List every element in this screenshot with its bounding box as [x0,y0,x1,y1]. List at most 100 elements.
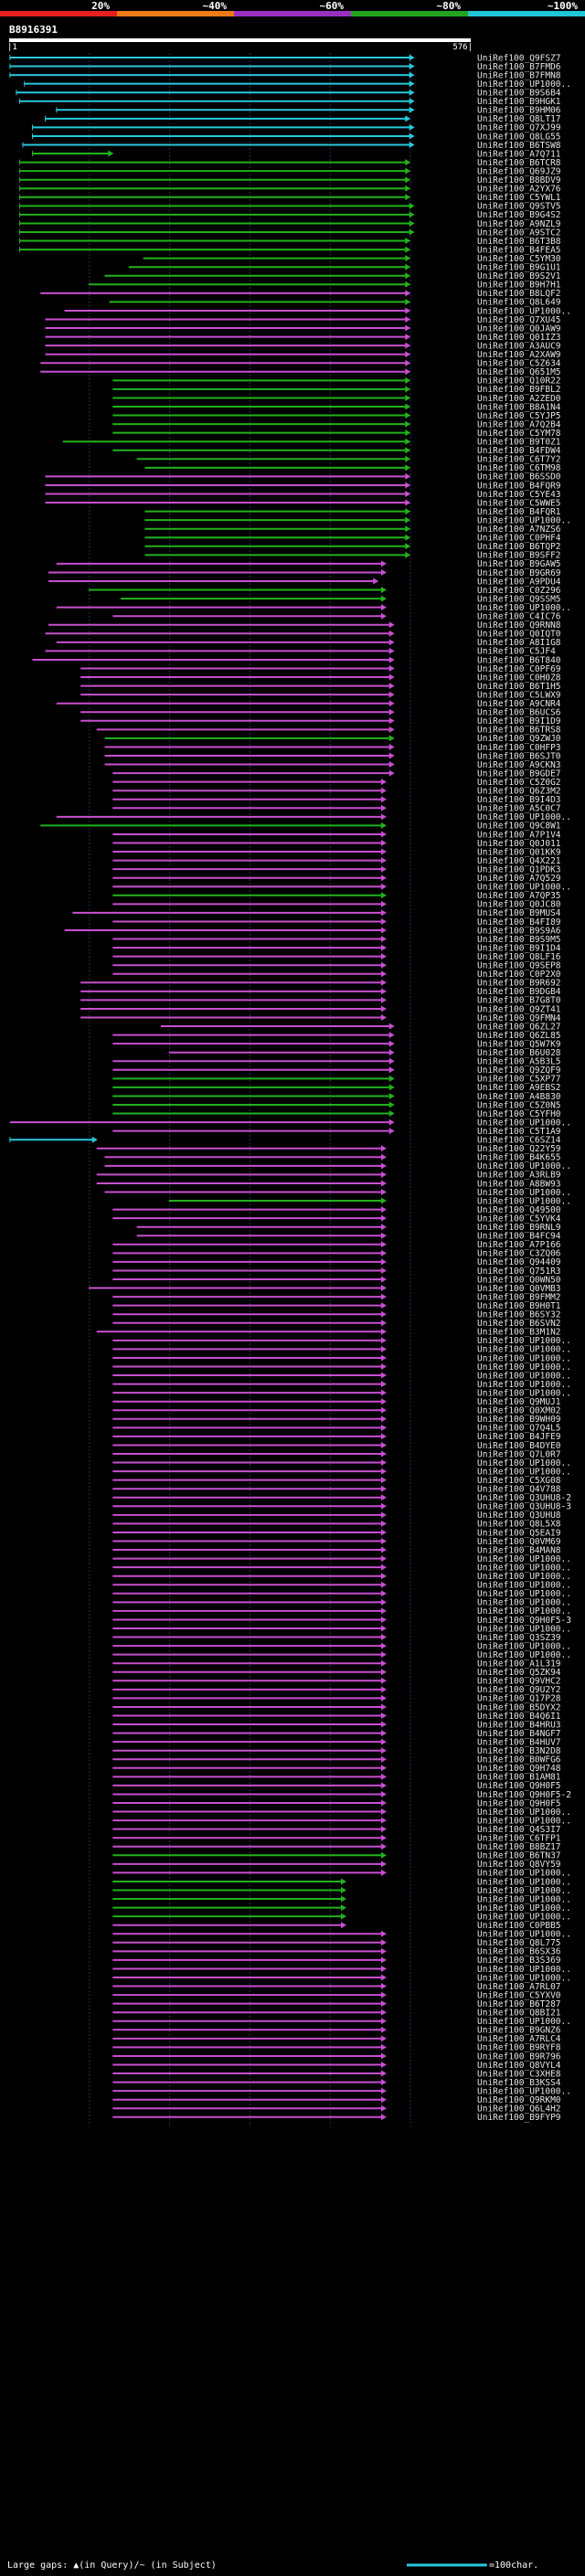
hit-row[interactable]: UniRef100_B6UCS6 [80,708,561,718]
hit-row[interactable]: UniRef100_B9GNZ6 [112,2026,561,2036]
hit-row[interactable]: UniRef100_Q8LG55 [31,132,561,142]
hit-label[interactable]: UniRef100_C0HFP3 [477,743,561,753]
hit-row[interactable]: UniRef100_A9STC2 [18,228,561,238]
hit-row[interactable]: UniRef100_UP1000.. [112,1973,571,1983]
hit-label[interactable]: UniRef100_Q0J011 [477,839,561,849]
hit-label[interactable]: UniRef100_C4IC76 [477,612,561,622]
hit-label[interactable]: UniRef100_UP1000.. [477,1641,571,1651]
hit-row[interactable]: UniRef100_B9DGB4 [80,987,561,997]
hit-row[interactable]: UniRef100_A7RL07 [112,1982,561,1992]
hit-row[interactable]: UniRef100_B4K655 [104,1153,561,1163]
hit-row[interactable]: UniRef100_Q3UHU8 [112,1511,561,1521]
hit-label[interactable]: UniRef100_UP1000.. [477,1869,571,1879]
hit-label[interactable]: UniRef100_B9T0Z1 [477,438,561,448]
hit-label[interactable]: UniRef100_C0PBB5 [477,1921,561,1931]
hit-label[interactable]: UniRef100_UP1000.. [477,1624,571,1634]
hit-label[interactable]: UniRef100_UP1000.. [477,1388,571,1398]
hit-row[interactable]: UniRef100_A9NZL9 [18,219,561,229]
hit-label[interactable]: UniRef100_Q9FSZ7 [477,53,561,63]
hit-label[interactable]: UniRef100_C6TFP1 [477,1834,561,1844]
hit-row[interactable]: UniRef100_Q6ZL85 [112,1031,561,1041]
hit-label[interactable]: UniRef100_C5YJP5 [477,411,561,421]
hit-label[interactable]: UniRef100_C5YXV0 [477,1990,561,2000]
hit-row[interactable]: UniRef100_UP1000.. [112,1894,571,1904]
hit-row[interactable]: UniRef100_Q22Y59 [96,1144,561,1154]
hit-label[interactable]: UniRef100_B4FI89 [477,917,561,928]
hit-label[interactable]: UniRef100_B3N2D8 [477,1746,561,1756]
hit-label[interactable]: UniRef100_UP1000.. [477,812,571,822]
hit-label[interactable]: UniRef100_B6U028 [477,1048,561,1058]
hit-row[interactable]: UniRef100_C5YFH0 [112,1109,561,1119]
hit-label[interactable]: UniRef100_Q9SEP8 [477,961,561,971]
hit-row[interactable]: UniRef100_A7NZS6 [144,525,561,535]
hit-row[interactable]: UniRef100_B9I1D4 [112,943,561,953]
hit-label[interactable]: UniRef100_C5XG08 [477,1476,561,1486]
hit-row[interactable]: UniRef100_Q0VMB3 [88,1284,561,1294]
hit-row[interactable]: UniRef100_B4NGF7 [112,1729,561,1739]
hit-row[interactable]: UniRef100_UP1000.. [64,306,571,316]
hit-row[interactable]: UniRef100_B6SX36 [112,1947,561,1957]
hit-label[interactable]: UniRef100_B8LQF2 [477,289,561,299]
hit-row[interactable]: UniRef100_B9S6B4 [16,89,561,99]
hit-row[interactable]: UniRef100_B9I4D3 [112,795,561,805]
hit-row[interactable]: UniRef100_B9HM06 [56,106,561,116]
hit-row[interactable]: UniRef100_A8I1G8 [56,638,561,648]
hit-label[interactable]: UniRef100_UP1000.. [477,1563,571,1573]
hit-label[interactable]: UniRef100_C5T1A9 [477,1127,561,1137]
hit-label[interactable]: UniRef100_C5YM30 [477,254,561,264]
hit-row[interactable]: UniRef100_Q10R22 [112,376,561,387]
hit-row[interactable]: UniRef100_B4HUV7 [112,1737,561,1747]
hit-row[interactable]: UniRef100_B1AM81 [112,1773,561,1783]
hit-row[interactable]: UniRef100_B9I1D9 [80,716,561,726]
hit-label[interactable]: UniRef100_A4B830 [477,1092,561,1102]
hit-row[interactable]: UniRef100_C5JF4 [45,647,557,657]
hit-row[interactable]: UniRef100_B6SJT0 [104,751,561,761]
hit-row[interactable]: UniRef100_B7FMD6 [9,62,561,72]
hit-row[interactable]: UniRef100_A9PDU4 [48,577,561,587]
hit-row[interactable]: UniRef100_B3M1N2 [96,1328,561,1338]
hit-label[interactable]: UniRef100_Q9FMN4 [477,1013,561,1023]
hit-label[interactable]: UniRef100_Q0VM69 [477,1537,561,1547]
hit-label[interactable]: UniRef100_Q9H0F5 [477,1798,561,1808]
hit-row[interactable]: UniRef100_UP1000.. [112,1641,571,1651]
hit-row[interactable]: UniRef100_Q3SZ39 [112,1633,561,1643]
hit-label[interactable]: UniRef100_Q3SZ39 [477,1633,561,1643]
hit-row[interactable]: UniRef100_UP1000.. [112,1816,571,1826]
hit-row[interactable]: UniRef100_UP1000.. [112,1380,571,1390]
hit-label[interactable]: UniRef100_B9H0T1 [477,1301,561,1311]
hit-label[interactable]: UniRef100_A9CKN3 [477,760,561,770]
hit-label[interactable]: UniRef100_Q651M5 [477,367,561,377]
hit-label[interactable]: UniRef100_Q0IQT0 [477,630,561,640]
hit-label[interactable]: UniRef100_A7Q2B4 [477,419,561,429]
hit-row[interactable]: UniRef100_B9HGK1 [18,97,561,107]
hit-label[interactable]: UniRef100_C5YVK4 [477,1214,561,1224]
hit-label[interactable]: UniRef100_C6T7Y2 [477,455,561,465]
hit-row[interactable]: UniRef100_B7FMN8 [9,70,561,80]
hit-row[interactable]: UniRef100_C0H0Z8 [80,673,561,683]
hit-row[interactable]: UniRef100_B9FYP9 [112,2113,561,2123]
hit-label[interactable]: UniRef100_C0PF69 [477,664,561,674]
hit-row[interactable]: UniRef100_C5YM30 [143,254,561,264]
hit-label[interactable]: UniRef100_Q94409 [477,1257,561,1267]
hit-row[interactable]: UniRef100_UP1000.. [56,603,571,613]
hit-row[interactable]: UniRef100_Q7XU45 [45,315,561,325]
hit-label[interactable]: UniRef100_B9RNL9 [477,1223,561,1233]
hit-label[interactable]: UniRef100_UP1000.. [477,1554,571,1564]
hit-label[interactable]: UniRef100_B6T3B8 [477,237,561,247]
hit-label[interactable]: UniRef100_Q49500 [477,1205,561,1215]
hit-row[interactable]: UniRef100_UP1000.. [112,1353,571,1363]
hit-label[interactable]: UniRef100_Q8L775 [477,1938,561,1948]
hit-label[interactable]: UniRef100_B9GR69 [477,568,561,578]
hit-row[interactable]: UniRef100_Q0VM69 [112,1537,561,1547]
hit-label[interactable]: UniRef100_B5DYX2 [477,1702,561,1712]
hit-label[interactable]: UniRef100_B4JFE9 [477,1432,561,1442]
hit-label[interactable]: UniRef100_UP1000.. [477,1650,571,1660]
hit-label[interactable]: UniRef100_A7Q711 [477,149,561,159]
hit-label[interactable]: UniRef100_UP1000.. [477,1894,571,1904]
hit-label[interactable]: UniRef100_Q9VHC2 [477,1677,561,1687]
hit-label[interactable]: UniRef100_C5Z634 [477,359,561,369]
hit-label[interactable]: UniRef100_B8A1N4 [477,402,561,412]
hit-label[interactable]: UniRef100_Q3UHU8 [477,1511,561,1521]
hit-label[interactable]: UniRef100_A9PDU4 [477,577,561,587]
hit-label[interactable]: UniRef100_C5XP77 [477,1075,561,1085]
